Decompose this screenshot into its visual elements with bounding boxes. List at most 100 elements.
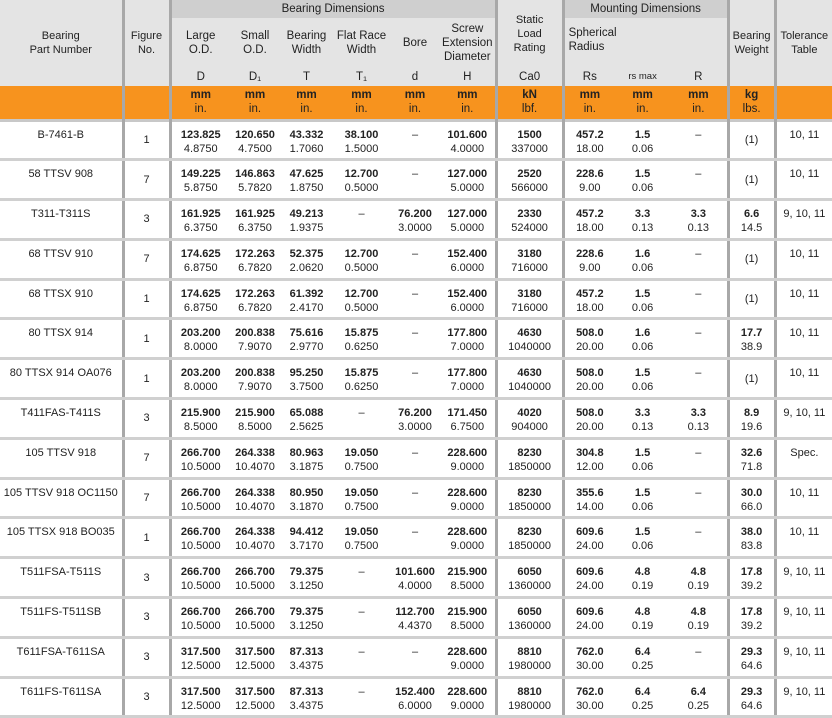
header-col-symbol: Ca0: [519, 70, 541, 83]
part-number: T511FS-T511SB: [0, 597, 123, 639]
value-cell: 203.200 8.0000: [168, 358, 230, 401]
value-cell: 609.6 24.00: [561, 517, 616, 560]
value-cell: 6050 1360000: [494, 597, 564, 639]
table-row: T511FSA-T511S 3 266.700 10.5000 266.700 10.5…: [0, 557, 832, 600]
value-cell: –: [333, 597, 390, 639]
value-cell: 95.250 3.7500: [280, 358, 333, 401]
value-cell: –: [390, 279, 440, 321]
value-cell: 200.838 7.9070: [230, 358, 280, 401]
value-cell: 127.000 5.0000: [440, 159, 497, 202]
value-cell: 457.2 18.00: [561, 199, 616, 241]
figure-no: 1: [121, 517, 170, 560]
value-cell: 1.5 0.06: [615, 438, 671, 480]
value-cell: 6050 1360000: [494, 557, 564, 600]
value-cell: –: [670, 318, 729, 361]
tolerance-table: 9, 10, 11: [773, 637, 832, 679]
value-cell: 8810 1980000: [494, 677, 564, 718]
value-cell: 76.200 3.0000: [390, 398, 440, 440]
header-col-label: Large O.D.: [168, 18, 230, 67]
value-cell: 152.400 6.0000: [440, 239, 497, 281]
value-cell: 87.313 3.4375: [280, 677, 333, 718]
tolerance-table: Spec.: [773, 438, 832, 480]
value-cell: 29.3 64.6: [726, 677, 776, 718]
value-cell: 228.600 9.0000: [440, 637, 497, 679]
table-row: T611FSA-T611SA 3 317.500 12.5000 317.500 12.…: [0, 637, 832, 679]
value-cell: 15.875 0.6250: [333, 318, 390, 361]
value-cell: –: [670, 159, 729, 202]
tolerance-table: 9, 10, 11: [773, 677, 832, 718]
value-cell: 19.050 0.7500: [333, 517, 390, 560]
value-cell: 79.375 3.1250: [280, 597, 333, 639]
value-cell: 8230 1850000: [494, 438, 564, 480]
value-cell: (1): [726, 279, 776, 321]
header-weight: Bearing Weight: [726, 0, 776, 86]
value-cell: 49.213 1.9375: [280, 199, 333, 241]
table-row: 80 TTSX 914 OA076 1 203.200 8.0000 200.838 7…: [0, 358, 832, 401]
value-cell: 172.263 6.7820: [230, 279, 280, 321]
value-cell: –: [390, 159, 440, 202]
table-row: T611FS-T611SA 3 317.500 12.5000 317.500 12.5…: [0, 677, 832, 718]
unit-cell: mm in.: [457, 89, 478, 116]
value-cell: 457.2 18.00: [561, 120, 616, 162]
unit-cell: mm in.: [688, 89, 709, 116]
value-cell: –: [670, 279, 729, 321]
value-cell: 1.5 0.06: [615, 478, 671, 520]
value-cell: 65.088 2.5625: [280, 398, 333, 440]
value-cell: 123.825 4.8750: [168, 120, 230, 162]
value-cell: 127.000 5.0000: [440, 199, 497, 241]
value-cell: 8.9 19.6: [726, 398, 776, 440]
value-cell: 80.950 3.1870: [280, 478, 333, 520]
value-cell: 4.8 0.19: [670, 597, 729, 639]
value-cell: 174.625 6.8750: [168, 279, 230, 321]
value-cell: 61.392 2.4170: [280, 279, 333, 321]
part-number: 105 TTSV 918: [0, 438, 123, 480]
value-cell: 215.900 8.5000: [168, 398, 230, 440]
tolerance-table: 10, 11: [773, 279, 832, 321]
value-cell: –: [390, 239, 440, 281]
table-row: 105 TTSV 918 7 266.700 10.5000 264.338 10.40…: [0, 438, 832, 480]
part-number: 105 TTSV 918 OC1150: [0, 478, 123, 520]
value-cell: 172.263 6.7820: [230, 239, 280, 281]
value-cell: –: [390, 478, 440, 520]
value-cell: 161.925 6.3750: [230, 199, 280, 241]
value-cell: 152.400 6.0000: [390, 677, 440, 718]
value-cell: 17.8 39.2: [726, 557, 776, 600]
value-cell: 1.5 0.06: [615, 159, 671, 202]
header-mounting-dimensions: Mounting Dimensions: [561, 0, 729, 18]
value-cell: 2520 566000: [494, 159, 564, 202]
tolerance-table: 9, 10, 11: [773, 557, 832, 600]
header-col-symbol: D₁: [248, 70, 262, 83]
value-cell: 171.450 6.7500: [440, 398, 497, 440]
part-number: T511FSA-T511S: [0, 557, 123, 600]
table-row: T411FAS-T411S 3 215.900 8.5000 215.900 8.500…: [0, 398, 832, 440]
value-cell: 30.0 66.0: [726, 478, 776, 520]
unit-blank: [121, 86, 170, 120]
header-col-symbol: rs max: [628, 70, 657, 82]
unit-cell: kN lbf.: [494, 86, 564, 120]
value-cell: 112.700 4.4370: [390, 597, 440, 639]
value-cell: –: [390, 438, 440, 480]
value-cell: 12.700 0.5000: [333, 279, 390, 321]
value-cell: 17.8 39.2: [726, 597, 776, 639]
value-cell: 6.4 0.25: [670, 677, 729, 718]
value-cell: 4020 904000: [494, 398, 564, 440]
value-cell: 120.650 4.7500: [230, 120, 280, 162]
header-col-symbol: T₁: [356, 70, 367, 83]
value-cell: 174.625 6.8750: [168, 239, 230, 281]
value-cell: 87.313 3.4375: [280, 637, 333, 679]
value-cell: 762.0 30.00: [561, 637, 616, 679]
value-cell: 38.100 1.5000: [333, 120, 390, 162]
value-cell: 12.700 0.5000: [333, 239, 390, 281]
unit-cell: kg lbs.: [726, 86, 776, 120]
table-row: T311-T311S 3 161.925 6.3750 161.925 6.3750 49…: [0, 199, 832, 241]
figure-no: 1: [121, 358, 170, 401]
value-cell: 266.700 10.5000: [168, 438, 230, 480]
header-col-symbol: H: [463, 70, 472, 83]
value-cell: –: [670, 478, 729, 520]
value-cell: 161.925 6.3750: [168, 199, 230, 241]
value-cell: 228.600 9.0000: [440, 478, 497, 520]
value-cell: 3.3 0.13: [615, 398, 671, 440]
part-number: 80 TTSX 914 OA076: [0, 358, 123, 401]
value-cell: 1.5 0.06: [615, 358, 671, 401]
value-cell: 317.500 12.5000: [230, 677, 280, 718]
